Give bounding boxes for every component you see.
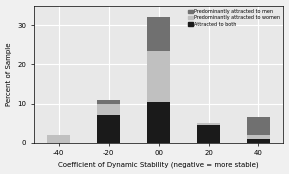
Bar <box>247 139 270 143</box>
Bar <box>147 102 170 143</box>
Bar <box>197 123 220 125</box>
Bar <box>147 51 170 102</box>
Bar <box>97 100 120 104</box>
Bar <box>247 135 270 139</box>
Bar <box>97 115 120 143</box>
X-axis label: Coefficient of Dynamic Stability (negative = more stable): Coefficient of Dynamic Stability (negati… <box>58 162 259 168</box>
Bar <box>247 117 270 135</box>
Bar <box>97 104 120 115</box>
Bar <box>197 125 220 143</box>
Y-axis label: Percent of Sample: Percent of Sample <box>5 42 12 106</box>
Bar <box>147 17 170 51</box>
Legend: Predominantly attracted to men, Predominantly attracted to women, Attracted to b: Predominantly attracted to men, Predomin… <box>187 8 281 28</box>
Bar <box>47 135 70 143</box>
